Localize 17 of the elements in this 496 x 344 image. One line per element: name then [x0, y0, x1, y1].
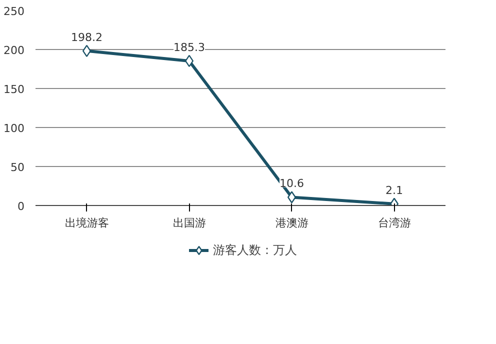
- y-tick-label: 50: [10, 161, 25, 174]
- y-tick-label: 150: [4, 83, 25, 96]
- y-tick-label: 250: [4, 5, 25, 18]
- data-label: 185.3: [174, 40, 206, 54]
- point: [82, 44, 92, 58]
- x-tick-label: 出国游: [172, 216, 206, 230]
- point: [184, 54, 194, 68]
- x-tick-label: 台湾游: [378, 216, 411, 230]
- data-label: 198.2: [71, 30, 103, 44]
- x-tick-label: 港澳游: [275, 216, 308, 230]
- y-tick-label: 0: [18, 200, 24, 213]
- x-tick-label: 出境游客: [64, 216, 109, 230]
- data-label: 2.1: [386, 184, 404, 197]
- y-tick-label: 200: [4, 44, 25, 57]
- data-label: 10.6: [280, 177, 304, 190]
- legend-label: 游客人数：万人: [213, 242, 297, 258]
- y-tick-label: 100: [4, 122, 25, 135]
